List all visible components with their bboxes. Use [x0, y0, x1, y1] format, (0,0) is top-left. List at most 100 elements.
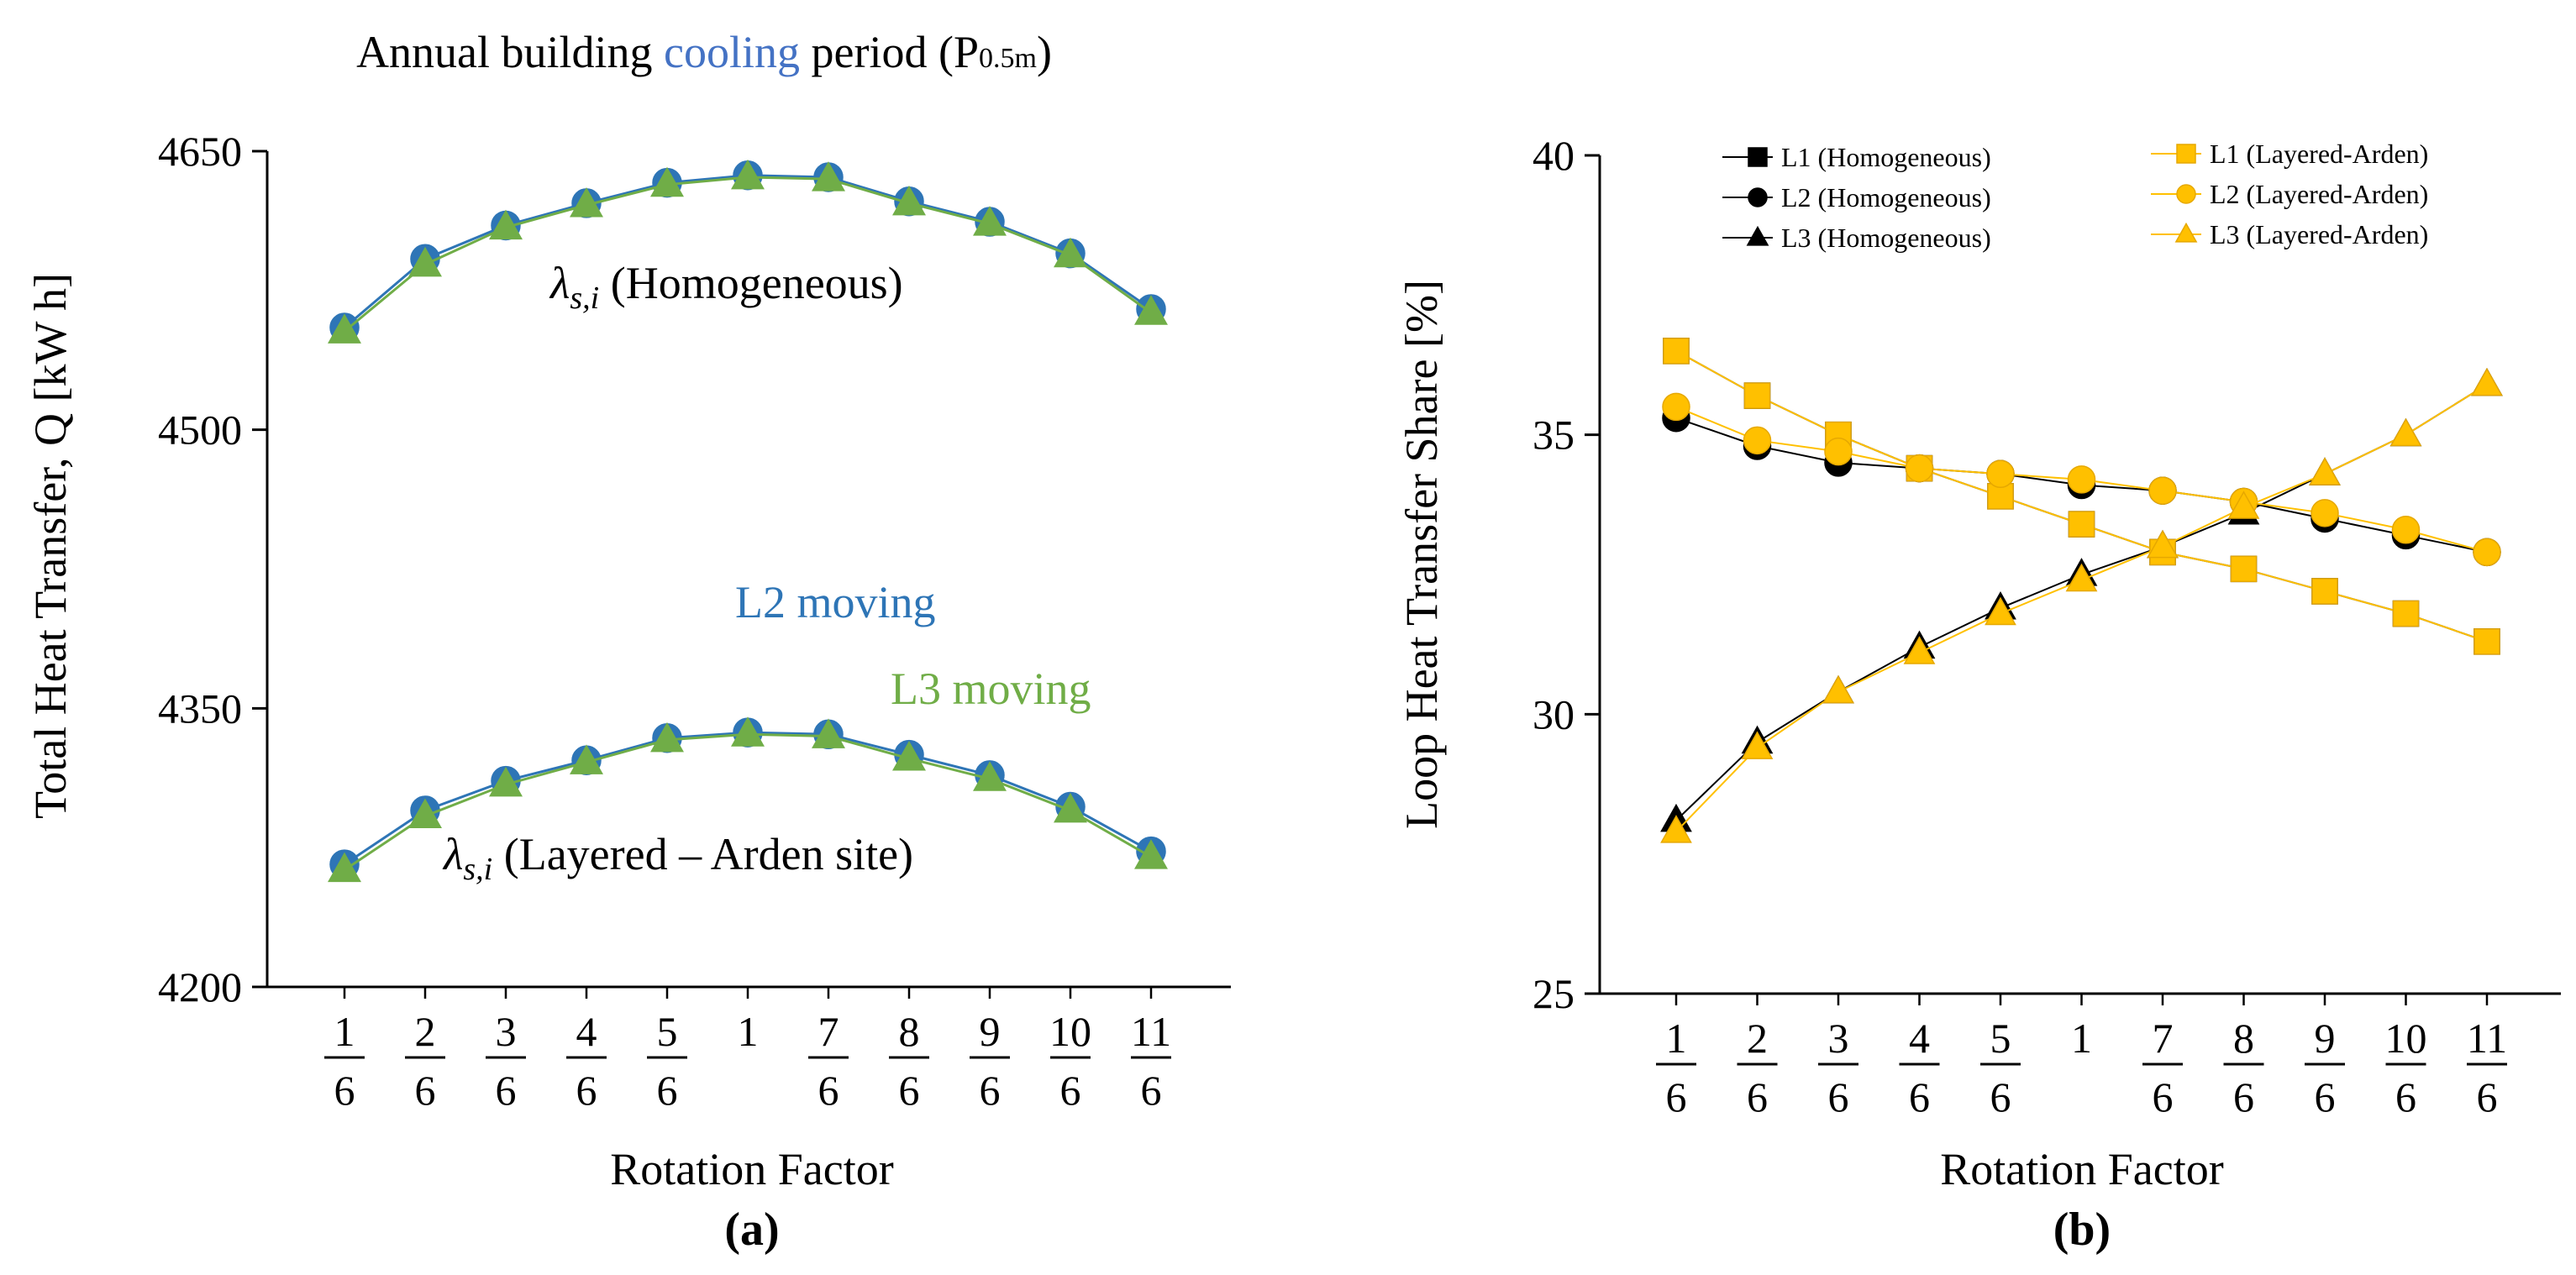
x-tick-numerator: 3: [496, 1008, 517, 1055]
x-tick-label: 1: [738, 1008, 759, 1055]
data-point: [2148, 476, 2177, 505]
data-point: [2311, 578, 2338, 605]
x-tick-numerator: 3: [1828, 1015, 1849, 1062]
x-tick-denominator: 6: [496, 1067, 517, 1114]
x-tick-numerator: 8: [899, 1008, 920, 1055]
title-text: Annual building: [356, 27, 664, 77]
x-tick-denominator: 6: [657, 1067, 678, 1114]
data-point: [1743, 382, 1771, 409]
data-point: [1743, 426, 1772, 455]
data-point: [1986, 459, 2015, 488]
title-highlight-word: cooling: [664, 27, 800, 77]
x-tick-numerator: 11: [1131, 1008, 1171, 1055]
legend-marker: [2176, 144, 2196, 164]
data-point: [1985, 596, 2016, 626]
y-tick-label: 30: [1532, 690, 1575, 737]
data-point: [570, 187, 603, 218]
legend-label: L3 (Homogeneous): [1781, 223, 1991, 253]
legend-label: L2 (Layered-Arden): [2210, 179, 2428, 209]
data-point: [650, 166, 684, 197]
y-tick-label: 4650: [158, 128, 242, 175]
data-point: [1662, 392, 1690, 422]
x-tick-numerator: 4: [1909, 1015, 1930, 1062]
x-tick-numerator: 10: [2385, 1015, 2427, 1062]
plot-area-b: 25 30 35 40 1 6 2 6 3 6 4 6 5 6 1 7 6 8 6 9 6 10 6 11 6: [1532, 132, 2561, 1120]
x-tick-numerator: 11: [2467, 1015, 2507, 1062]
x-axis-label-a: Rotation Factor: [610, 1144, 893, 1194]
lambda-subscript: s,i: [463, 852, 492, 887]
series-l3-moving-layered-: [328, 716, 1168, 883]
x-tick-denominator: 6: [1990, 1073, 2011, 1120]
panel-caption-b: (b): [2053, 1204, 2111, 1256]
series-l3-homogeneous-: [1660, 367, 2503, 832]
annotation-layered: λs,i (Layered – Arden site): [442, 829, 913, 887]
y-tick-label: 4500: [158, 407, 242, 454]
data-point: [973, 206, 1007, 236]
data-point: [328, 852, 361, 883]
legend-entry: L2 (Homogeneous): [1722, 182, 1991, 212]
data-point: [1903, 636, 1936, 664]
x-tick-numerator: 9: [980, 1008, 1001, 1055]
legend-marker: [1746, 225, 1769, 246]
data-point: [408, 798, 442, 829]
data-point: [2473, 628, 2500, 655]
data-point: [892, 740, 926, 771]
data-point: [489, 766, 523, 797]
x-tick-numerator: 5: [1990, 1015, 2011, 1062]
panel-caption-a: (a): [724, 1204, 779, 1256]
legend-entry: L3 (Homogeneous): [1722, 223, 1991, 253]
x-tick-denominator: 6: [818, 1067, 839, 1114]
annotation-text: (Layered – Arden site): [492, 829, 913, 879]
x-tick-denominator: 6: [2315, 1073, 2336, 1120]
lambda-symbol: λ: [442, 829, 463, 879]
data-point: [2392, 600, 2420, 627]
y-axis-label-b: Loop Heat Transfer Share [%]: [1396, 280, 1447, 829]
panel-b: 25 30 35 40 1 6 2 6 3 6 4 6 5 6 1 7 6 8 6 9 6 10 6 11 6 Rotation…: [1396, 132, 2561, 1256]
y-tick-label: 40: [1532, 132, 1575, 179]
data-point: [973, 761, 1007, 791]
y-axis-label-a: Total Heat Transfer, Q [kW h]: [25, 273, 76, 819]
data-point: [1054, 237, 1087, 268]
data-point: [1905, 454, 1934, 483]
annotation-homogeneous: λs,i (Homogeneous): [549, 258, 903, 316]
y-tick-label: 35: [1532, 412, 1575, 459]
legend-label: L1 (Layered-Arden): [2210, 139, 2428, 169]
data-point: [812, 161, 845, 192]
data-point: [731, 716, 765, 747]
plot-area-a: 4200 4350 4500 4650 1 6 2 6 3 6 4 6 5 6 1 7 6 8 6 9 6 10 6 11 6: [158, 128, 1231, 1114]
data-point: [570, 744, 603, 774]
x-tick-denominator: 6: [1666, 1073, 1687, 1120]
data-point: [2147, 529, 2179, 559]
x-tick-denominator: 6: [1909, 1073, 1930, 1120]
y-tick-label: 4350: [158, 685, 242, 732]
data-point: [489, 209, 523, 240]
y-tick-label: 4200: [158, 963, 242, 1010]
x-tick-denominator: 6: [2395, 1073, 2416, 1120]
x-tick-denominator: 6: [334, 1067, 355, 1114]
data-point: [1663, 338, 1690, 365]
data-point: [650, 721, 684, 753]
data-point: [731, 159, 765, 190]
x-tick-label: 1: [2071, 1015, 2092, 1062]
x-tick-denominator: 6: [899, 1067, 920, 1114]
chart-title: Annual building cooling period (P0.5m): [356, 27, 1052, 77]
legend-entry: L3 (Layered-Arden): [2151, 219, 2428, 249]
series-line: [1675, 383, 2488, 832]
x-tick-numerator: 2: [415, 1008, 436, 1055]
data-point: [2389, 417, 2422, 447]
legend-entry: L1 (Homogeneous): [1722, 142, 1991, 172]
x-tick-denominator: 6: [2233, 1073, 2254, 1120]
x-tick-numerator: 1: [334, 1008, 355, 1055]
x-tick-denominator: 6: [576, 1067, 597, 1114]
data-point: [2230, 555, 2258, 583]
series-l3-layered-arden-: [1660, 367, 2503, 843]
data-point: [1824, 437, 1853, 466]
data-point: [1741, 731, 1774, 759]
x-tick-numerator: 4: [576, 1008, 597, 1055]
x-tick-numerator: 10: [1049, 1008, 1091, 1055]
x-tick-numerator: 1: [1666, 1015, 1687, 1062]
legend-entry: L2 (Layered-Arden): [2151, 179, 2428, 209]
y-tick-label: 25: [1532, 970, 1575, 1017]
x-tick-denominator: 6: [2477, 1073, 2498, 1120]
